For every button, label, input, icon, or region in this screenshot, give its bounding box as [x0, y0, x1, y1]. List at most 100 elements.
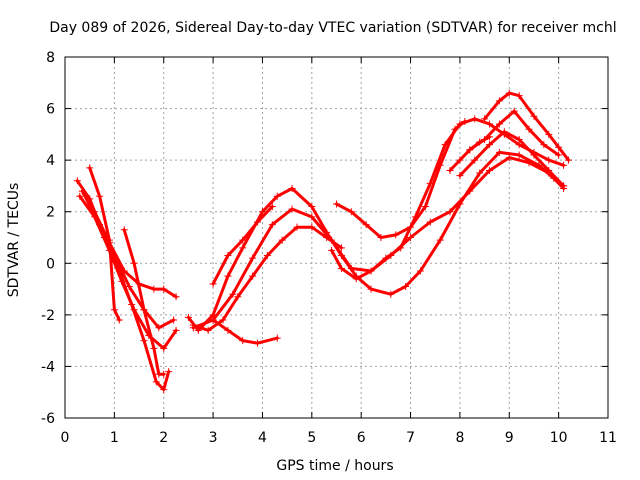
data-point — [78, 187, 86, 195]
data-point — [96, 192, 104, 200]
y-tick-label: 6 — [46, 102, 55, 118]
series-line — [330, 117, 566, 281]
series-arc-k — [209, 203, 276, 288]
data-point — [495, 148, 503, 156]
x-tick-label: 6 — [357, 430, 366, 446]
y-tick-label: -4 — [41, 359, 55, 375]
data-point — [249, 272, 257, 280]
data-point — [456, 156, 464, 164]
data-point — [481, 115, 489, 123]
data-point — [486, 133, 494, 141]
data-point — [466, 187, 474, 195]
x-tick-label: 9 — [505, 430, 514, 446]
data-point — [525, 159, 533, 167]
series-line — [186, 150, 566, 332]
data-point — [476, 138, 484, 146]
data-point — [337, 244, 345, 252]
data-point — [165, 368, 173, 376]
data-point — [258, 208, 266, 216]
data-point — [456, 120, 464, 128]
series-arc-n — [456, 128, 568, 190]
data-point — [120, 226, 128, 234]
x-tick-label: 8 — [455, 430, 464, 446]
data-point — [239, 244, 247, 252]
data-point — [456, 172, 464, 180]
data-point — [140, 337, 148, 345]
data-point — [209, 316, 217, 324]
data-point — [545, 166, 553, 174]
data-point — [426, 179, 434, 187]
data-point — [500, 128, 508, 136]
data-point — [160, 285, 168, 293]
data-point — [323, 234, 331, 241]
data-point — [224, 326, 232, 334]
data-point — [118, 277, 126, 285]
data-point — [471, 115, 479, 123]
data-point — [505, 89, 513, 97]
data-point — [545, 156, 553, 164]
data-point — [426, 218, 434, 226]
data-point — [288, 205, 296, 213]
data-point — [525, 125, 533, 133]
data-point — [239, 337, 247, 345]
grid — [65, 57, 608, 418]
data-point — [263, 252, 271, 260]
x-tick-label: 0 — [61, 430, 70, 446]
data-point — [184, 313, 192, 321]
data-point — [486, 120, 494, 128]
data-point — [234, 293, 242, 301]
y-tick-label: 0 — [46, 256, 55, 272]
data-point — [436, 236, 444, 244]
data-point — [273, 192, 281, 200]
data-point — [224, 272, 232, 280]
data-point — [73, 177, 81, 185]
series-arc-l — [333, 117, 469, 241]
data-point — [402, 282, 410, 290]
data-point — [254, 218, 262, 226]
data-point — [515, 151, 523, 159]
x-tick-label: 4 — [258, 430, 267, 446]
series-arc-j — [209, 316, 281, 347]
x-tick-label: 3 — [209, 430, 218, 446]
data-point — [362, 221, 370, 229]
data-point — [367, 267, 375, 275]
data-point — [125, 282, 133, 290]
data-point — [515, 92, 523, 100]
x-tick-label: 1 — [110, 430, 119, 446]
data-point — [224, 252, 232, 260]
data-point — [229, 290, 237, 298]
data-point — [446, 208, 454, 216]
axis-ticks: 0 1 2 3 4 5 6 7 8 9 10 11 -6 -4 -2 0 2 4 6 8 — [41, 50, 617, 446]
data-point — [510, 107, 518, 115]
data-point — [105, 239, 113, 247]
data-point — [239, 236, 247, 244]
y-tick-label: 8 — [46, 50, 55, 66]
data-point — [407, 234, 415, 241]
data-point — [441, 141, 449, 149]
y-tick-label: -6 — [41, 411, 55, 427]
data-point — [293, 223, 301, 231]
data-point — [170, 316, 178, 324]
series-arc-f — [120, 226, 168, 378]
data-point — [189, 321, 197, 329]
data-point — [486, 141, 494, 149]
data-point — [555, 143, 563, 151]
y-tick-label: 2 — [46, 205, 55, 221]
data-point — [495, 120, 503, 128]
data-point — [347, 208, 355, 216]
data-point — [249, 254, 257, 262]
data-point — [76, 192, 84, 200]
data-point — [268, 221, 276, 229]
data-point — [476, 169, 484, 177]
data-point — [219, 316, 227, 324]
data-point — [392, 231, 400, 239]
data-point — [120, 267, 128, 275]
data-point — [160, 386, 168, 394]
series-line — [191, 156, 566, 330]
data-point — [308, 203, 316, 211]
series-line — [458, 130, 566, 188]
data-point — [150, 344, 158, 352]
data-point — [110, 306, 118, 314]
data-point — [328, 246, 336, 254]
